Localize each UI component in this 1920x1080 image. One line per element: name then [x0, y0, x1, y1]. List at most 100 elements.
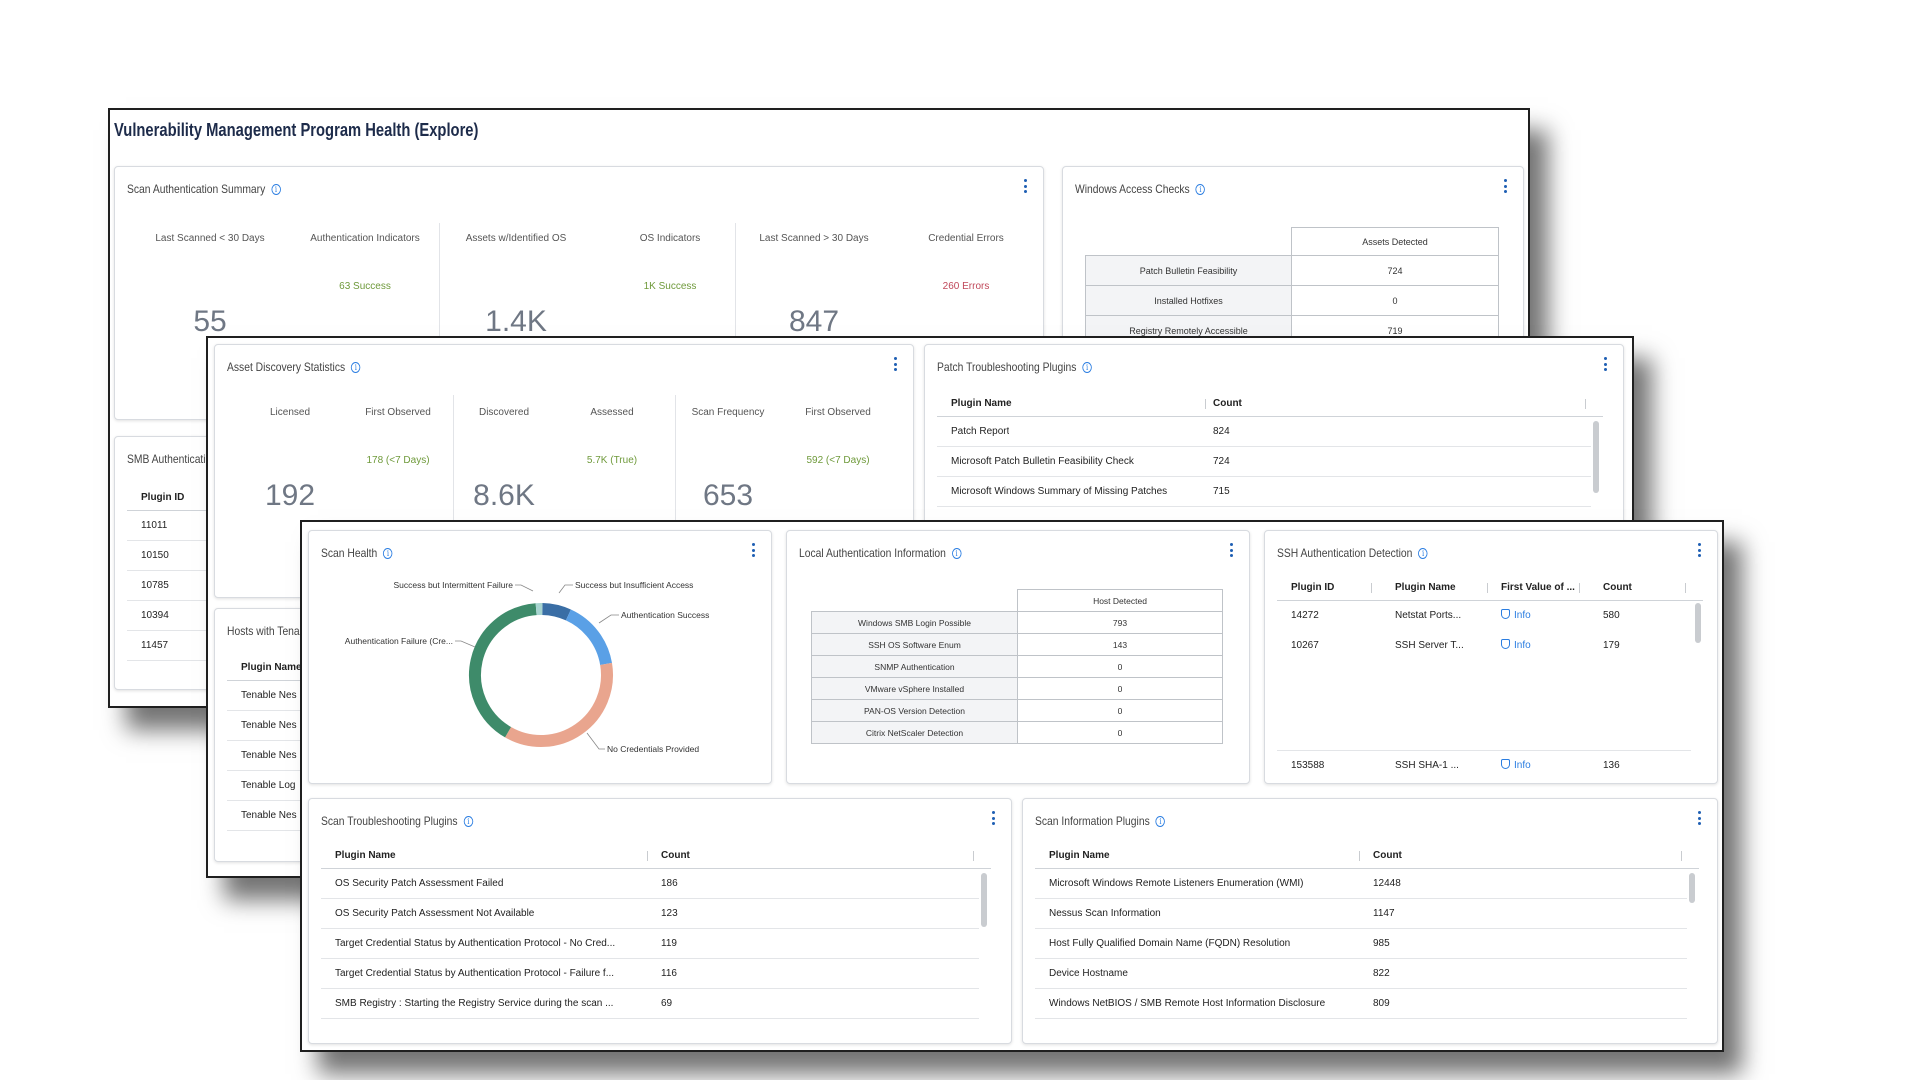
table-row[interactable]: OS Security Patch Assessment Not Availab…	[321, 899, 979, 929]
table-header: Plugin Name	[227, 655, 333, 681]
table-row[interactable]: Host Fully Qualified Domain Name (FQDN) …	[1035, 929, 1687, 959]
table-row[interactable]: Target Credential Status by Authenticati…	[321, 959, 979, 989]
stat-heading: OS Indicators	[639, 233, 701, 244]
table-row[interactable]: 10785	[127, 571, 233, 601]
more-options-icon[interactable]	[1227, 543, 1235, 557]
table-row[interactable]: OS Security Patch Assessment Failed 186	[321, 869, 979, 899]
table-row[interactable]: Installed Hotfixes 0	[1085, 285, 1499, 316]
table-row[interactable]: Microsoft Windows Summary of Missing Pat…	[937, 477, 1591, 507]
table-row[interactable]: SMB Registry : Starting the Registry Ser…	[321, 989, 979, 1019]
more-options-icon[interactable]	[749, 543, 757, 557]
table-row[interactable]: 10394	[127, 601, 233, 631]
table-row[interactable]: Tenable Nes	[227, 711, 333, 741]
table-row[interactable]: Patch Report 824	[937, 417, 1591, 447]
table-row[interactable]: SSH OS Software Enum 143	[811, 633, 1223, 656]
stat-value[interactable]: 847	[788, 305, 840, 338]
table-row[interactable]: 11011	[127, 511, 233, 541]
info-icon[interactable]: i	[1155, 816, 1166, 827]
table-row[interactable]: Target Credential Status by Authenticati…	[321, 929, 979, 959]
table-row[interactable]: VMware vSphere Installed 0	[811, 677, 1223, 700]
table-row[interactable]: Microsoft Windows Remote Listeners Enume…	[1035, 869, 1687, 899]
more-options-icon[interactable]	[989, 811, 997, 825]
leader-line	[515, 584, 534, 592]
dashboard-sheet-front: Scan Health i Success but Intermittent Fa…	[300, 520, 1724, 1052]
stat-heading: Scan Frequency	[691, 407, 765, 418]
table-row[interactable]: 14272 Netstat Ports... Info 580	[1277, 601, 1691, 631]
table-row[interactable]: Citrix NetScaler Detection 0	[811, 721, 1223, 744]
stat-value[interactable]: 1.4K	[485, 305, 547, 338]
info-icon[interactable]: i	[1082, 362, 1092, 373]
scrollbar[interactable]	[1695, 603, 1701, 643]
info-icon[interactable]: i	[351, 362, 361, 373]
card-title: Windows Access Checks i	[1075, 182, 1206, 196]
stat-heading: Last Scanned < 30 Days	[155, 233, 265, 244]
shield-icon	[1501, 609, 1510, 619]
info-icon[interactable]: i	[463, 816, 474, 827]
scrollbar[interactable]	[981, 873, 987, 927]
column-header: Assets Detected	[1291, 227, 1499, 256]
card-title: Asset Discovery Statistics i	[227, 360, 361, 374]
donut-slice-failure[interactable]	[469, 603, 537, 738]
stat-heading: Credential Errors	[928, 233, 1004, 244]
stat-heading: Discovered	[478, 407, 530, 418]
table-row[interactable]: Tenable Nes	[227, 741, 333, 771]
divider	[453, 395, 454, 595]
table-row[interactable]: SNMP Authentication 0	[811, 655, 1223, 678]
table-row[interactable]: 10150	[127, 541, 233, 571]
table-row[interactable]: PAN-OS Version Detection 0	[811, 699, 1223, 722]
scrollbar[interactable]	[1593, 421, 1599, 493]
stat-value[interactable]: 653	[702, 479, 754, 512]
table-row[interactable]: 153588 SSH SHA-1 ... Info 136	[1277, 751, 1691, 775]
more-options-icon[interactable]	[1695, 811, 1703, 825]
info-icon[interactable]: i	[1195, 184, 1206, 195]
leader-line	[598, 614, 619, 624]
stat-heading: Licensed	[269, 407, 311, 418]
table-row[interactable]: Tenable Nes	[227, 801, 333, 831]
donut-slice-insufficient[interactable]	[541, 603, 571, 621]
table-row[interactable]: 11457	[127, 631, 233, 661]
card-title: Local Authentication Information i	[799, 546, 962, 560]
info-icon[interactable]: i	[1418, 548, 1428, 559]
more-options-icon[interactable]	[1601, 357, 1609, 371]
more-options-icon[interactable]	[1021, 179, 1029, 193]
more-options-icon[interactable]	[891, 357, 899, 371]
table-row[interactable]: Windows NetBIOS / SMB Remote Host Inform…	[1035, 989, 1687, 1019]
info-icon[interactable]: i	[271, 184, 281, 195]
table-row[interactable]: Nessus Scan Information 1147	[1035, 899, 1687, 929]
stat-value[interactable]: 55	[193, 305, 227, 338]
card-title: Hosts with Tenal	[227, 624, 302, 638]
table-row[interactable]: Patch Bulletin Feasibility 724	[1085, 255, 1499, 286]
table-row[interactable]: Windows SMB Login Possible 793	[811, 611, 1223, 634]
scrollbar[interactable]	[1689, 873, 1695, 903]
table-row[interactable]: 10267 SSH Server T... Info 179	[1277, 631, 1691, 751]
more-options-icon[interactable]	[1695, 543, 1703, 557]
table-row[interactable]: Tenable Log	[227, 771, 333, 801]
stat-subvalue: 260 Errors	[942, 281, 990, 292]
windows-access-table: Assets Detected Patch Bulletin Feasibili…	[1085, 227, 1499, 346]
stat-value[interactable]: 8.6K	[473, 479, 535, 512]
table-row[interactable]: Tenable Nes	[227, 681, 333, 711]
stat-heading: First Observed	[805, 407, 871, 418]
scan-health-donut-chart: Success but Intermittent Failure Success…	[345, 580, 710, 754]
table-row[interactable]: Microsoft Patch Bulletin Feasibility Che…	[937, 447, 1591, 477]
table-row[interactable]: Device Hostname 822	[1035, 959, 1687, 989]
stat-value[interactable]: 192	[264, 479, 316, 512]
table-header: Plugin Name Count	[1035, 843, 1699, 869]
stat-heading: Assessed	[590, 407, 634, 418]
local-auth-card: Local Authentication Information i Host D…	[786, 530, 1250, 784]
info-icon[interactable]: i	[951, 548, 962, 559]
shield-icon	[1501, 639, 1510, 649]
donut-slice-success[interactable]	[565, 609, 612, 666]
table-header: Plugin ID	[127, 485, 233, 511]
info-link[interactable]: Info	[1501, 601, 1531, 631]
column-header: Host Detected	[1017, 589, 1223, 612]
divider	[735, 223, 736, 419]
more-options-icon[interactable]	[1501, 179, 1509, 193]
smb-auth-table: Plugin ID 11011 10150 10785 10394 11457	[127, 485, 233, 675]
info-link[interactable]: Info	[1501, 631, 1531, 661]
leader-line	[455, 640, 476, 648]
info-link[interactable]: Info	[1501, 751, 1531, 775]
stat-heading: Authentication Indicators	[310, 233, 420, 244]
info-icon[interactable]: i	[383, 548, 393, 559]
donut-slice-nocred[interactable]	[505, 662, 613, 747]
